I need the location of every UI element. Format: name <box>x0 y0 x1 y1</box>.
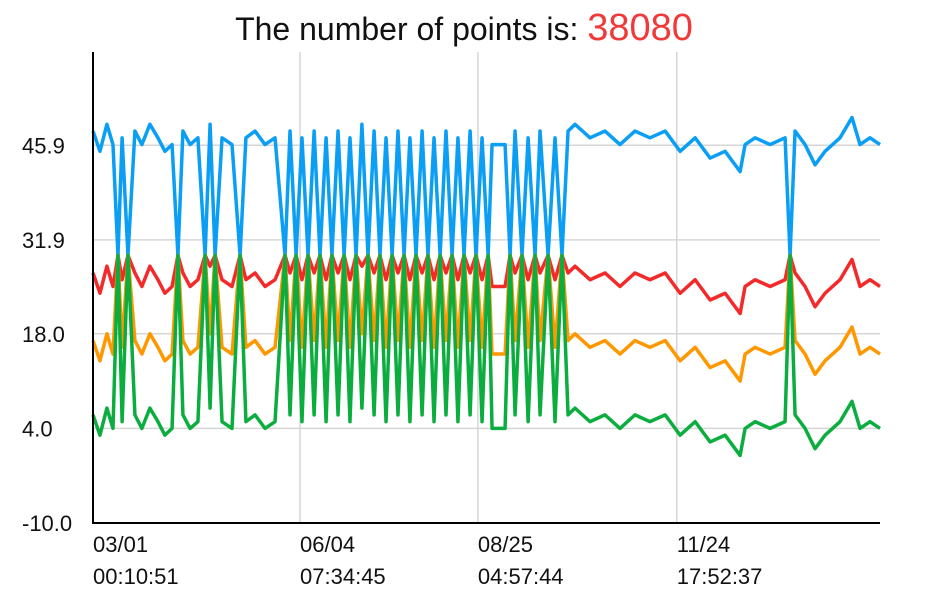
point-count: 38080 <box>587 7 693 49</box>
series-line <box>91 115 881 258</box>
x-tick-line: 06/04 <box>300 532 355 557</box>
x-tick-line: 00:10:51 <box>93 564 179 589</box>
x-tick-line: 11/24 <box>677 532 730 557</box>
chart-title: The number of points is: 38080 <box>235 7 693 49</box>
y-tick-label: 4.0 <box>22 416 53 441</box>
x-tick-line: 04:57:44 <box>478 564 564 589</box>
x-tick-line: 03/01 <box>93 532 148 557</box>
y-tick-label: 31.9 <box>22 228 65 253</box>
x-tick-label: 11/24 17:52:37 <box>677 532 763 589</box>
title-text: The number of points is: <box>235 11 578 47</box>
series-line <box>91 253 881 458</box>
x-tick-label: 03/01 00:10:51 <box>93 532 179 589</box>
x-tick-line: 17:52:37 <box>677 564 763 589</box>
x-tick-line: 08/25 <box>478 532 533 557</box>
series-line <box>91 253 881 316</box>
x-tick-label: 08/25 04:57:44 <box>478 532 564 589</box>
y-tick-label: 45.9 <box>22 133 65 158</box>
x-tick-label: 06/04 07:34:45 <box>300 532 386 589</box>
x-tick-line: 07:34:45 <box>300 564 386 589</box>
y-tick-label: 18.0 <box>22 322 65 347</box>
y-tick-label: -10.0 <box>22 511 72 536</box>
